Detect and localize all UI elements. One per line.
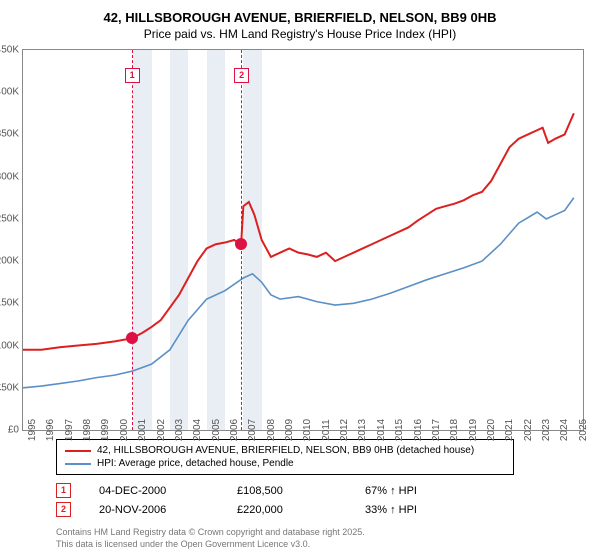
legend-label: 42, HILLSBOROUGH AVENUE, BRIERFIELD, NEL… — [97, 445, 474, 456]
sale-marker-2: 2 — [234, 68, 249, 83]
y-tick-label: £350K — [0, 129, 23, 140]
sale-hpi: 33% ↑ HPI — [365, 504, 417, 516]
series-line — [23, 198, 574, 388]
y-tick-label: £150K — [0, 298, 23, 309]
y-tick-label: £450K — [0, 45, 23, 56]
sale-price: £108,500 — [237, 485, 337, 497]
sale-row: 2 20-NOV-2006 £220,000 33% ↑ HPI — [56, 500, 590, 519]
sale-marker-1: 1 — [125, 68, 140, 83]
y-tick-label: £200K — [0, 256, 23, 267]
y-tick-label: £250K — [0, 213, 23, 224]
y-tick-label: £400K — [0, 87, 23, 98]
legend-swatch — [65, 450, 91, 452]
sale-date: 20-NOV-2006 — [99, 504, 209, 516]
y-tick-label: £50K — [0, 382, 23, 393]
footer-line: This data is licensed under the Open Gov… — [56, 539, 590, 551]
footer-line: Contains HM Land Registry data © Crown c… — [56, 527, 590, 539]
sale-price: £220,000 — [237, 504, 337, 516]
sales-table: 1 04-DEC-2000 £108,500 67% ↑ HPI 2 20-NOV-200… — [56, 481, 590, 519]
chart-container: 42, HILLSBOROUGH AVENUE, BRIERFIELD, NEL… — [10, 10, 590, 550]
y-tick-label: £100K — [0, 340, 23, 351]
sale-hpi: 67% ↑ HPI — [365, 485, 417, 497]
sale-row: 1 04-DEC-2000 £108,500 67% ↑ HPI — [56, 481, 590, 500]
legend-row: HPI: Average price, detached house, Pend… — [65, 457, 505, 470]
legend-label: HPI: Average price, detached house, Pend… — [97, 458, 294, 469]
y-tick-label: £0 — [8, 425, 23, 436]
footer-attribution: Contains HM Land Registry data © Crown c… — [56, 527, 590, 550]
chart-subtitle: Price paid vs. HM Land Registry's House … — [10, 27, 590, 41]
series-line — [23, 113, 574, 349]
sale-date: 04-DEC-2000 — [99, 485, 209, 497]
chart-title: 42, HILLSBOROUGH AVENUE, BRIERFIELD, NEL… — [10, 10, 590, 25]
sale-marker-icon: 1 — [56, 483, 71, 498]
y-tick-label: £300K — [0, 171, 23, 182]
legend-swatch — [65, 463, 91, 465]
legend-row: 42, HILLSBOROUGH AVENUE, BRIERFIELD, NEL… — [65, 444, 505, 457]
plot-area: £0£50K£100K£150K£200K£250K£300K£350K£400… — [22, 49, 584, 431]
sale-marker-icon: 2 — [56, 502, 71, 517]
legend-box: 42, HILLSBOROUGH AVENUE, BRIERFIELD, NEL… — [56, 439, 514, 475]
